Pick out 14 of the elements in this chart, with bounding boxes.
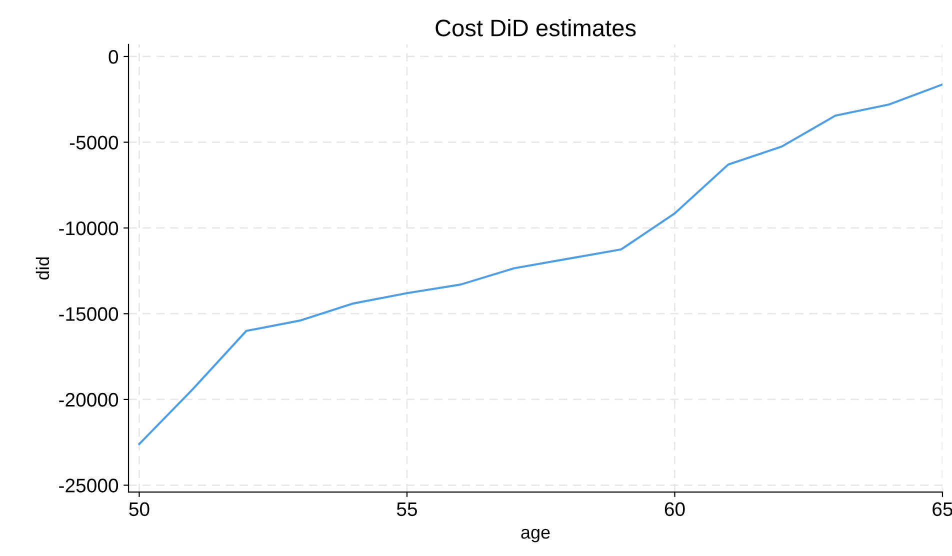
y-tick-label: -5000 (70, 136, 118, 150)
y-tick-label: 0 (108, 50, 118, 64)
x-tick-label: 55 (396, 502, 417, 516)
chart-title: Cost DiD estimates (436, 19, 636, 36)
y-tick-label: -10000 (59, 221, 118, 236)
y-tick-label: -15000 (59, 307, 118, 321)
x-tick-label: 50 (129, 502, 150, 516)
x-axis-title: age (521, 528, 550, 542)
y-tick-label: -25000 (59, 478, 118, 492)
x-tick-label: 60 (664, 502, 685, 516)
y-axis-title: did (36, 257, 50, 280)
line-series (138, 83, 942, 446)
x-tick-label: 65 (932, 502, 952, 516)
y-tick-label: -20000 (59, 392, 118, 407)
